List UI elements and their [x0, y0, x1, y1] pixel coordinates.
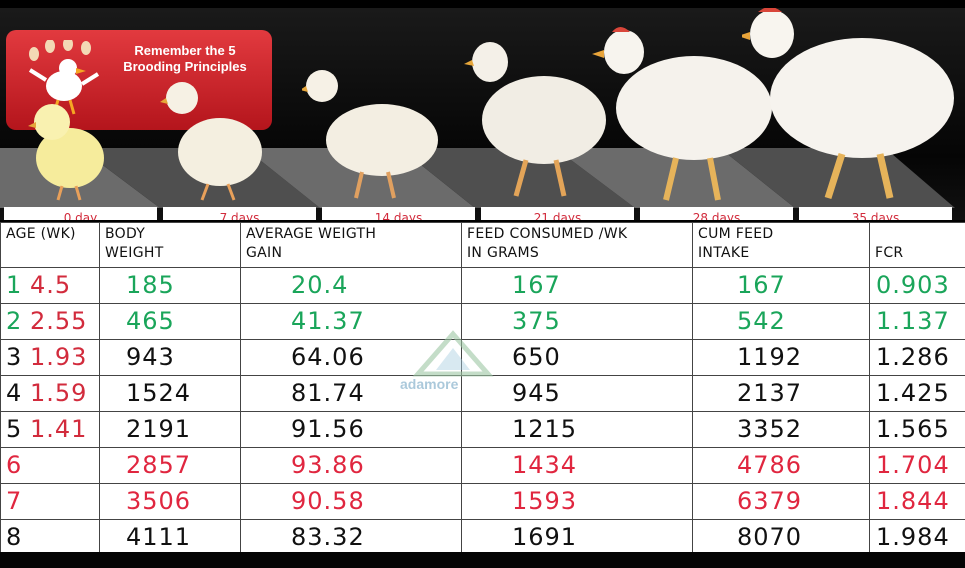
table-row: 7 3506 90.58 1593 6379 1.844: [0, 483, 965, 520]
cell-average-gain: 90.58: [240, 483, 462, 520]
cell-fcr: 0.903: [869, 267, 965, 304]
growth-rate: 2.55: [30, 307, 88, 335]
header-fcr: FCR: [869, 222, 965, 268]
cell-average-gain: 20.4: [240, 267, 462, 304]
table-row: 3 1.93 943 64.06 650 1192 1.286: [0, 339, 965, 376]
cell-age: 4 1.59: [0, 375, 100, 412]
cell-cum-feed: 4786: [692, 447, 870, 484]
chick-21-days-image: [464, 42, 606, 197]
cell-cum-feed: 167: [692, 267, 870, 304]
cell-body-weight: 465: [99, 303, 241, 340]
badge-text: Remember the 5 Brooding Principles: [123, 43, 247, 74]
cell-age: 8: [0, 519, 100, 556]
cell-age: 2 2.55: [0, 303, 100, 340]
cell-age: 3 1.93: [0, 339, 100, 376]
cell-fcr: 1.137: [869, 303, 965, 340]
cell-feed-consumed: 1691: [461, 519, 693, 556]
cell-fcr: 1.984: [869, 519, 965, 556]
chick-14-days-image: [302, 70, 438, 199]
header-cum-feed: CUM FEED INTAKE: [692, 222, 870, 268]
week-number: 8: [6, 523, 23, 551]
table-row: 2 2.55 465 41.37 375 542 1.137: [0, 303, 965, 340]
table-row: 1 4.5 185 20.4 167 167 0.903: [0, 267, 965, 304]
day-label-7: 7 days: [163, 207, 316, 220]
cell-fcr: 1.286: [869, 339, 965, 376]
cell-cum-feed: 2137: [692, 375, 870, 412]
cell-body-weight: 4111: [99, 519, 241, 556]
cell-fcr: 1.704: [869, 447, 965, 484]
cell-age: 6: [0, 447, 100, 484]
cell-average-gain: 81.74: [240, 375, 462, 412]
week-number: 7: [6, 487, 23, 515]
cell-average-gain: 83.32: [240, 519, 462, 556]
cell-fcr: 1.425: [869, 375, 965, 412]
cell-body-weight: 185: [99, 267, 241, 304]
growth-rate: 1.93: [30, 343, 88, 371]
cell-body-weight: 1524: [99, 375, 241, 412]
chick-0-day-image: [28, 104, 104, 201]
day-label-21: 21 days: [481, 207, 634, 220]
cell-cum-feed: 1192: [692, 339, 870, 376]
broiler-growth-table: AGE (WK) BODY WEIGHT AVERAGE WEIGTH GAIN F…: [0, 222, 965, 556]
cell-fcr: 1.844: [869, 483, 965, 520]
table-row: 4 1.59 1524 81.74 945 2137 1.425: [0, 375, 965, 412]
growth-rate: 4.5: [30, 271, 72, 299]
cell-feed-consumed: 1215: [461, 411, 693, 448]
cell-age: 1 4.5: [0, 267, 100, 304]
cell-body-weight: 2857: [99, 447, 241, 484]
day-label-14: 14 days: [322, 207, 475, 220]
chicken-mascot-icon: [28, 40, 100, 115]
table-row: 8 4111 83.32 1691 8070 1.984: [0, 519, 965, 556]
growth-rate: 1.41: [30, 415, 88, 443]
cell-feed-consumed: 375: [461, 303, 693, 340]
header-feed-consumed: FEED CONSUMED /WK IN GRAMS: [461, 222, 693, 268]
cell-age: 7: [0, 483, 100, 520]
cell-average-gain: 91.56: [240, 411, 462, 448]
week-number: 5: [6, 415, 23, 443]
week-number: 2: [6, 307, 23, 335]
cell-body-weight: 3506: [99, 483, 241, 520]
cell-average-gain: 93.86: [240, 447, 462, 484]
cell-average-gain: 64.06: [240, 339, 462, 376]
table-header-row: AGE (WK) BODY WEIGHT AVERAGE WEIGTH GAIN F…: [0, 222, 965, 268]
table-row: 6 2857 93.86 1434 4786 1.704: [0, 447, 965, 484]
day-label-28: 28 days: [640, 207, 793, 220]
cell-cum-feed: 542: [692, 303, 870, 340]
cell-feed-consumed: 945: [461, 375, 693, 412]
broiler-growth-table-wrap: AGE (WK) BODY WEIGHT AVERAGE WEIGTH GAIN F…: [0, 222, 965, 556]
chick-28-days-image: [592, 27, 772, 201]
cell-feed-consumed: 1593: [461, 483, 693, 520]
day-label-0: 0 day: [4, 207, 157, 220]
day-labels-row: 0 day 7 days 14 days 21 days 28 days 35 …: [0, 207, 965, 220]
table-row: 5 1.41 2191 91.56 1215 3352 1.565: [0, 411, 965, 448]
cell-age: 5 1.41: [0, 411, 100, 448]
cell-feed-consumed: 167: [461, 267, 693, 304]
growth-rate: 1.59: [30, 379, 88, 407]
cell-fcr: 1.565: [869, 411, 965, 448]
week-number: 1: [6, 271, 23, 299]
day-label-35: 35 days: [799, 207, 952, 220]
chick-35-days-image: [742, 8, 954, 200]
cell-feed-consumed: 650: [461, 339, 693, 376]
cell-body-weight: 943: [99, 339, 241, 376]
cell-cum-feed: 3352: [692, 411, 870, 448]
cell-feed-consumed: 1434: [461, 447, 693, 484]
week-number: 6: [6, 451, 23, 479]
header-age: AGE (WK): [0, 222, 100, 268]
chick-7-days-image: [160, 82, 262, 201]
chick-growth-banner: Remember the 5 Brooding Principles: [0, 8, 965, 220]
cell-cum-feed: 6379: [692, 483, 870, 520]
week-number: 4: [6, 379, 23, 407]
header-body-weight: BODY WEIGHT: [99, 222, 241, 268]
cell-body-weight: 2191: [99, 411, 241, 448]
cell-cum-feed: 8070: [692, 519, 870, 556]
header-average-gain: AVERAGE WEIGTH GAIN: [240, 222, 462, 268]
week-number: 3: [6, 343, 23, 371]
cell-average-gain: 41.37: [240, 303, 462, 340]
bottom-bar: [0, 552, 965, 568]
